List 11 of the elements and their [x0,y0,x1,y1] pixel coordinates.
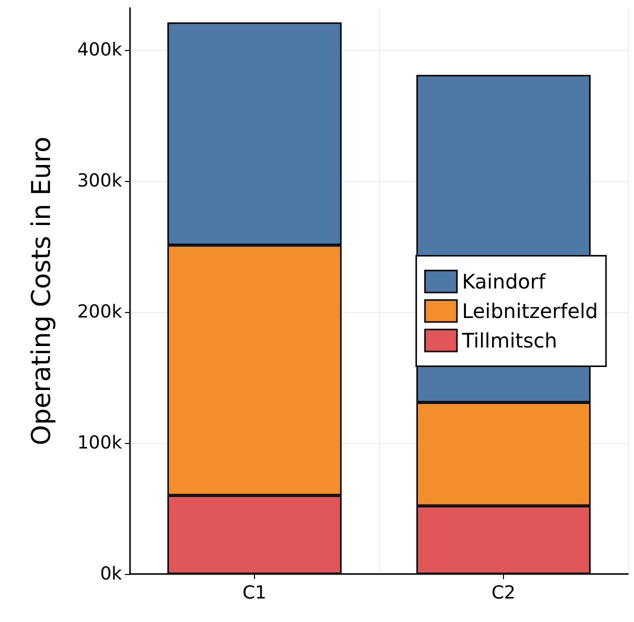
y-axis-title: Operating Costs in Euro [27,136,57,446]
legend-label: Tillmitsch [460,328,558,352]
y-tick-label: 300k [77,170,123,192]
y-tick-label: 100k [77,432,123,454]
legend-label: Leibnitzerfeld [462,299,598,323]
legend-label: Kaindorf [462,270,546,294]
x-tick-label: C1 [242,582,267,604]
y-tick-label: 400k [77,39,123,60]
x-tick-label: C2 [491,582,516,604]
y-tick-label: 200k [77,301,123,322]
y-tick-label: 0k [100,564,123,584]
